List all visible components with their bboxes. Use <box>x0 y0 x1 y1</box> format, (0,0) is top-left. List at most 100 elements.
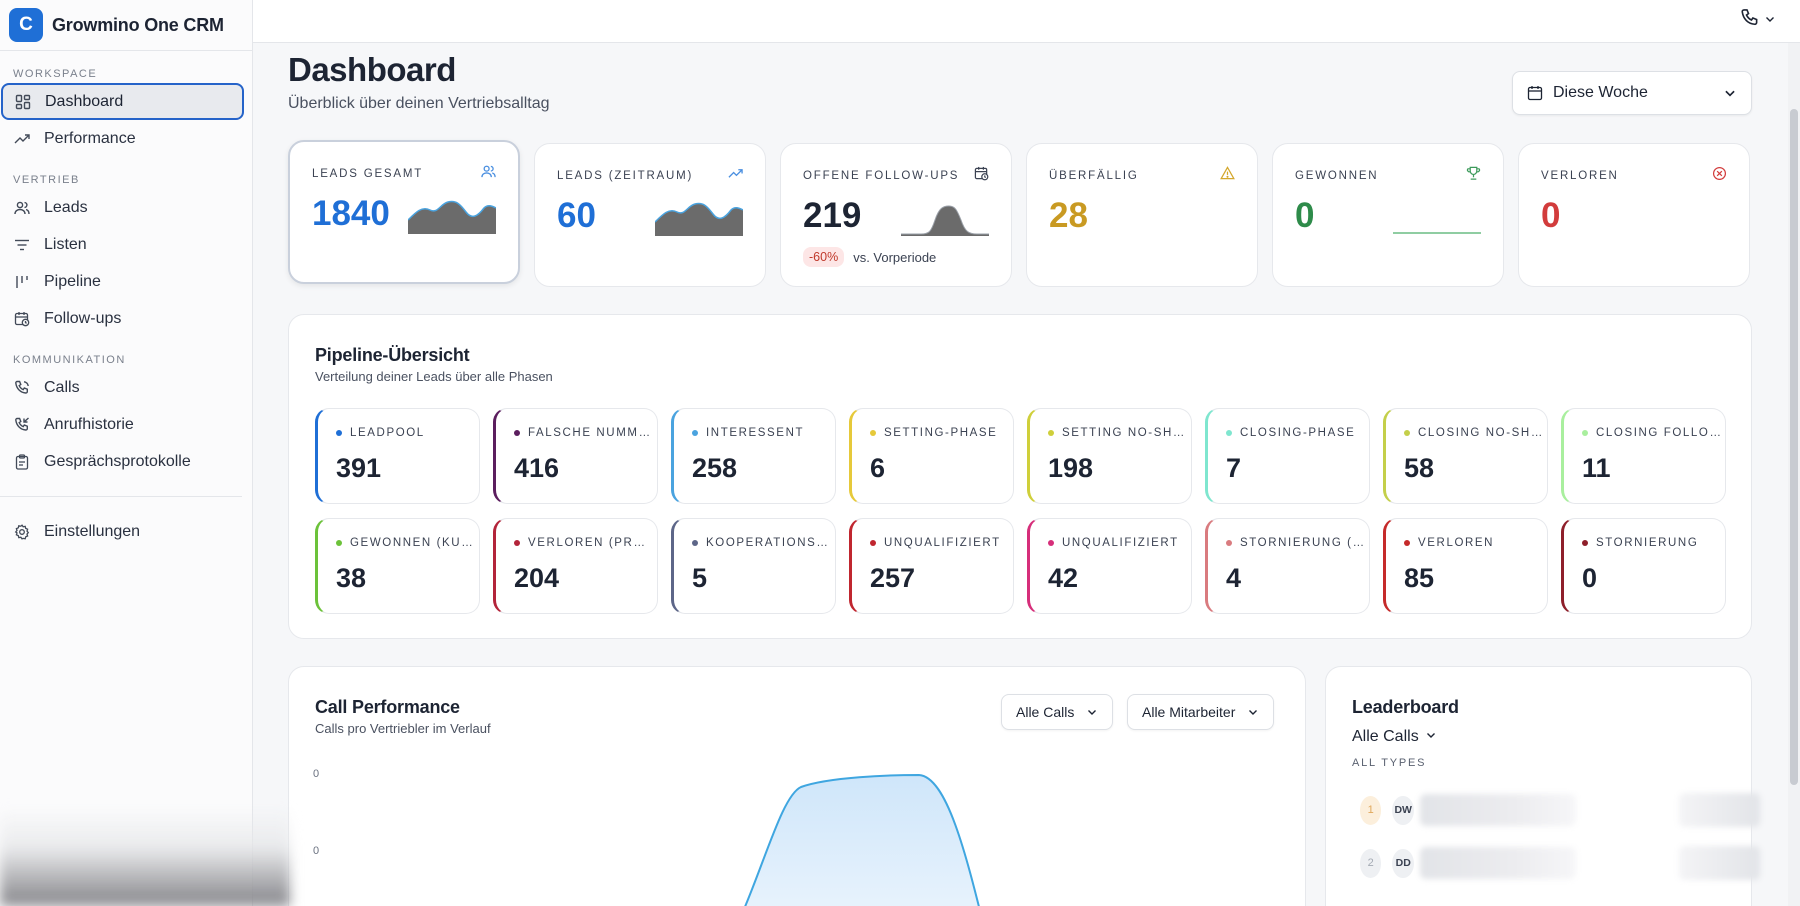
period-select-value: Diese Woche <box>1553 84 1648 101</box>
sidebar-item-anrufhistorie[interactable]: Anrufhistorie <box>0 406 244 443</box>
pipeline-phase-card[interactable]: UNQUALIFIZIERT 257 <box>849 518 1014 614</box>
scrollbar[interactable] <box>1788 43 1800 906</box>
chevron-down-icon <box>1247 706 1259 718</box>
phase-label-text: CLOSING-PHASE <box>1240 427 1356 439</box>
pipeline-phase-card[interactable]: FALSCHE NUMMER 416 <box>493 408 658 504</box>
phase-color-dot <box>1048 540 1054 546</box>
calendar-clock-icon <box>14 311 30 327</box>
phase-label: STORNIERUNG (...) <box>1226 537 1366 549</box>
phase-color-dot <box>1582 430 1588 436</box>
phase-color-dot <box>870 540 876 546</box>
phase-label: CLOSING-PHASE <box>1226 427 1366 439</box>
pipeline-phase-card[interactable]: STORNIERUNG 0 <box>1561 518 1726 614</box>
kpi-label: OFFENE FOLLOW-UPS <box>803 170 960 182</box>
dashboard-icon <box>15 94 31 110</box>
sidebar-item-calls[interactable]: Calls <box>0 369 244 406</box>
kpi-value: 0 <box>1295 196 1315 235</box>
topbar <box>253 0 1800 43</box>
sidebar-item-gespraechsprotokolle[interactable]: Gesprächsprotokolle <box>0 443 244 480</box>
sidebar-divider <box>0 496 242 497</box>
pipeline-phase-card[interactable]: VERLOREN 85 <box>1383 518 1548 614</box>
pipeline-phase-card[interactable]: SETTING NO-SHOW 198 <box>1027 408 1192 504</box>
kpi-card-ueberfaellig[interactable]: ÜBERFÄLLIG 28 <box>1026 143 1258 287</box>
kpi-card-offene-follow-ups[interactable]: OFFENE FOLLOW-UPS 219 -60% vs. Vorperiod… <box>780 143 1012 287</box>
phase-value: 416 <box>514 453 560 483</box>
phase-label-text: GEWONNEN (KUNDE) <box>350 537 476 549</box>
pipeline-phase-card[interactable]: VERLOREN (PREIS) 204 <box>493 518 658 614</box>
phone-icon <box>14 380 30 396</box>
phase-label: CLOSING NO-SHOW <box>1404 427 1544 439</box>
page-title: Dashboard <box>288 51 456 88</box>
phase-label: VERLOREN (PREIS) <box>514 537 654 549</box>
sidebar-item-label: Pipeline <box>44 272 101 290</box>
phase-value: 38 <box>336 563 367 593</box>
kpi-card-verloren[interactable]: VERLOREN 0 <box>1518 143 1750 287</box>
sidebar-item-dashboard[interactable]: Dashboard <box>1 83 244 120</box>
kpi-card-gewonnen[interactable]: GEWONNEN 0 <box>1272 143 1504 287</box>
phase-label: STORNIERUNG <box>1582 537 1722 549</box>
section-label-workspace: WORKSPACE <box>13 68 98 80</box>
calendar-icon <box>1527 85 1543 101</box>
phase-label: SETTING NO-SHOW <box>1048 427 1188 439</box>
trend-note: vs. Vorperiode <box>853 249 937 265</box>
pipeline-phase-card[interactable]: GEWONNEN (KUNDE) 38 <box>315 518 480 614</box>
pipeline-phase-card[interactable]: INTERESSENT 258 <box>671 408 836 504</box>
phase-label: INTERESSENT <box>692 427 832 439</box>
sidebar-item-pipeline[interactable]: Pipeline <box>0 263 244 300</box>
sidebar-item-followups[interactable]: Follow-ups <box>0 300 244 337</box>
phase-label-text: UNQUALIFIZIERT <box>884 537 1001 549</box>
kpi-card-leads-gesamt[interactable]: LEADS GESAMT 1840 <box>288 140 520 284</box>
leaderboard-row[interactable]: 1 DW <box>1360 793 1761 827</box>
pipeline-phase-card[interactable]: LEADPOOL 391 <box>315 408 480 504</box>
pipeline-phase-card[interactable]: CLOSING FOLLOW-UP 11 <box>1561 408 1726 504</box>
leaderboard-row[interactable]: 2 DD <box>1360 846 1761 880</box>
leaderboard-filter[interactable]: Alle Calls <box>1352 728 1437 746</box>
sidebar-item-listen[interactable]: Listen <box>0 226 244 263</box>
brand[interactable]: C Growmino One CRM <box>0 0 252 51</box>
phone-menu[interactable] <box>1740 8 1776 33</box>
phase-value: 42 <box>1048 563 1079 593</box>
y-axis-tick: 0 <box>313 768 320 780</box>
kpi-label: GEWONNEN <box>1295 170 1379 182</box>
phase-label: UNQUALIFIZIERT <box>870 537 1010 549</box>
filter-lines-icon <box>14 237 30 253</box>
period-select[interactable]: Diese Woche <box>1512 71 1752 115</box>
phase-label-text: CLOSING NO-SHOW <box>1418 427 1544 439</box>
phase-value: 0 <box>1582 563 1598 593</box>
panel-title: Leaderboard <box>1352 697 1459 717</box>
phase-label: KOOPERATIONSPARTNER <box>692 537 832 549</box>
sidebar-item-label: Dashboard <box>45 92 124 110</box>
kpi-label: LEADS GESAMT <box>312 168 424 180</box>
phase-color-dot <box>692 430 698 436</box>
sidebar-item-label: Anrufhistorie <box>44 415 134 433</box>
phase-label: CLOSING FOLLOW-UP <box>1582 427 1722 439</box>
phase-label-text: KOOPERATIONSPARTNER <box>706 537 832 549</box>
pipeline-phase-card[interactable]: STORNIERUNG (...) 4 <box>1205 518 1370 614</box>
kpi-card-leads-zeitraum[interactable]: LEADS (ZEITRAUM) 60 <box>534 143 766 287</box>
pipeline-phase-card[interactable]: CLOSING-PHASE 7 <box>1205 408 1370 504</box>
sidebar-item-leads[interactable]: Leads <box>0 189 244 226</box>
pipeline-phase-card[interactable]: KOOPERATIONSPARTNER 5 <box>671 518 836 614</box>
staff-filter-select[interactable]: Alle Mitarbeiter <box>1127 694 1275 730</box>
call-performance-panel: Call Performance Calls pro Vertriebler i… <box>288 666 1306 906</box>
leaderboard-caption: ALL TYPES <box>1352 757 1427 769</box>
pipeline-phase-card[interactable]: UNQUALIFIZIERT 42 <box>1027 518 1192 614</box>
phase-color-dot <box>870 430 876 436</box>
phase-color-dot <box>514 430 520 436</box>
phase-value: 258 <box>692 453 738 483</box>
phase-value: 5 <box>692 563 708 593</box>
pipeline-phase-card[interactable]: CLOSING NO-SHOW 58 <box>1383 408 1548 504</box>
pipeline-icon <box>14 274 30 290</box>
phase-label-text: LEADPOOL <box>350 427 425 439</box>
kpi-label: ÜBERFÄLLIG <box>1049 170 1139 182</box>
phase-value: 7 <box>1226 453 1242 483</box>
sidebar-item-performance[interactable]: Performance <box>0 120 244 157</box>
pipeline-phase-card[interactable]: SETTING-PHASE 6 <box>849 408 1014 504</box>
call-series-area <box>745 775 979 906</box>
sidebar-item-label: Calls <box>44 378 80 396</box>
kpi-value: 219 <box>803 196 862 235</box>
chevron-down-icon <box>1425 728 1437 746</box>
sidebar-item-einstellungen[interactable]: Einstellungen <box>0 513 244 550</box>
calls-filter-select[interactable]: Alle Calls <box>1001 694 1114 730</box>
scrollbar-thumb[interactable] <box>1790 109 1798 785</box>
